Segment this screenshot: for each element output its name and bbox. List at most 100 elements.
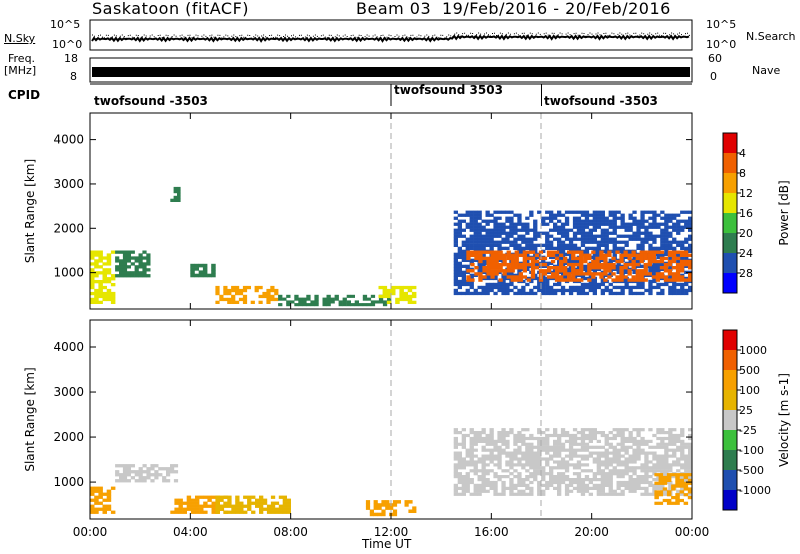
data-cell [477, 237, 482, 241]
data-cell [457, 463, 462, 467]
data-cell [546, 275, 552, 279]
data-cell [572, 480, 578, 485]
x-tick-label: 00:00 [675, 525, 710, 539]
data-cell [559, 262, 564, 267]
data-cell [497, 436, 502, 441]
data-cell [525, 436, 530, 441]
data-cell [235, 498, 240, 502]
data-cell [608, 213, 613, 217]
data-cell [680, 431, 685, 435]
data-cell [505, 219, 510, 223]
data-cell [567, 278, 572, 282]
data-cell [632, 460, 637, 464]
data-cell [122, 250, 128, 254]
data-cell [656, 225, 661, 229]
data-cell [576, 463, 582, 467]
data-cell [134, 274, 139, 278]
data-cell [411, 291, 417, 296]
data-cell [576, 216, 582, 220]
data-cell [676, 448, 681, 452]
data-cell [326, 297, 331, 301]
data-cell [94, 274, 99, 278]
data-cell [545, 460, 550, 464]
data-cell [640, 219, 645, 223]
data-cell [616, 428, 621, 432]
data-cell [560, 472, 566, 476]
data-cell [541, 279, 546, 284]
data-cell [624, 445, 629, 449]
data-cell [521, 279, 526, 284]
data-cell [525, 492, 530, 496]
data-cell [541, 442, 546, 446]
data-cell [587, 272, 592, 276]
freq-tick-top: 18 [64, 52, 78, 65]
data-cell [115, 250, 120, 254]
data-cell [680, 439, 685, 443]
data-cell [663, 278, 669, 282]
data-cell [545, 472, 550, 476]
data-cell [493, 475, 498, 479]
data-cell [584, 483, 590, 487]
data-cell [465, 454, 470, 458]
data-cell [560, 457, 566, 461]
data-cell [497, 228, 502, 232]
data-cell [457, 472, 462, 476]
data-cell [619, 275, 624, 279]
data-cell [373, 512, 378, 517]
data-cell [453, 237, 458, 241]
data-cell [659, 266, 665, 270]
data-cell [688, 225, 693, 229]
data-cell [501, 448, 506, 452]
data-cell [513, 285, 518, 290]
data-cell [469, 228, 474, 232]
data-cell [680, 445, 685, 449]
data-cell [572, 436, 578, 441]
data-cell [683, 253, 689, 257]
data-cell [494, 272, 499, 276]
data-cell [138, 265, 143, 269]
data-cell [102, 285, 107, 290]
data-cell [533, 457, 538, 461]
data-cell [489, 442, 494, 446]
data-cell [591, 259, 596, 264]
data-cell [592, 237, 597, 241]
data-cell [94, 259, 99, 263]
y-axis-label: Slant Range [km] [23, 159, 37, 263]
data-cell [541, 448, 546, 452]
data-cell [576, 472, 582, 476]
data-cell [485, 478, 490, 482]
data-cell [469, 448, 474, 452]
data-cell [469, 457, 474, 461]
data-cell [481, 285, 486, 290]
data-cell [684, 246, 689, 250]
data-cell [166, 479, 171, 483]
data-cell [672, 216, 677, 220]
data-cell [660, 428, 665, 432]
data-cell [122, 473, 128, 477]
data-cell [608, 486, 613, 490]
data-cell [466, 256, 471, 261]
data-cell [266, 294, 271, 299]
data-cell [525, 291, 530, 296]
data-cell [615, 250, 620, 254]
data-cell [525, 463, 530, 467]
data-cell [102, 277, 107, 281]
data-cell [506, 266, 511, 270]
data-cell [576, 486, 582, 490]
data-cell [666, 473, 672, 477]
data-cell [270, 504, 276, 508]
data-cell [474, 253, 479, 257]
data-cell [672, 439, 677, 443]
data-cell [660, 445, 665, 449]
data-cell [550, 272, 556, 276]
data-cell [219, 495, 224, 499]
data-cell [529, 436, 534, 441]
data-cell [660, 246, 665, 250]
data-cell [473, 240, 478, 244]
data-cell [656, 486, 661, 490]
data-cell [258, 300, 263, 304]
data-cell [572, 285, 578, 290]
data-cell [683, 250, 689, 254]
data-cell [631, 262, 636, 267]
data-cell [640, 246, 645, 250]
